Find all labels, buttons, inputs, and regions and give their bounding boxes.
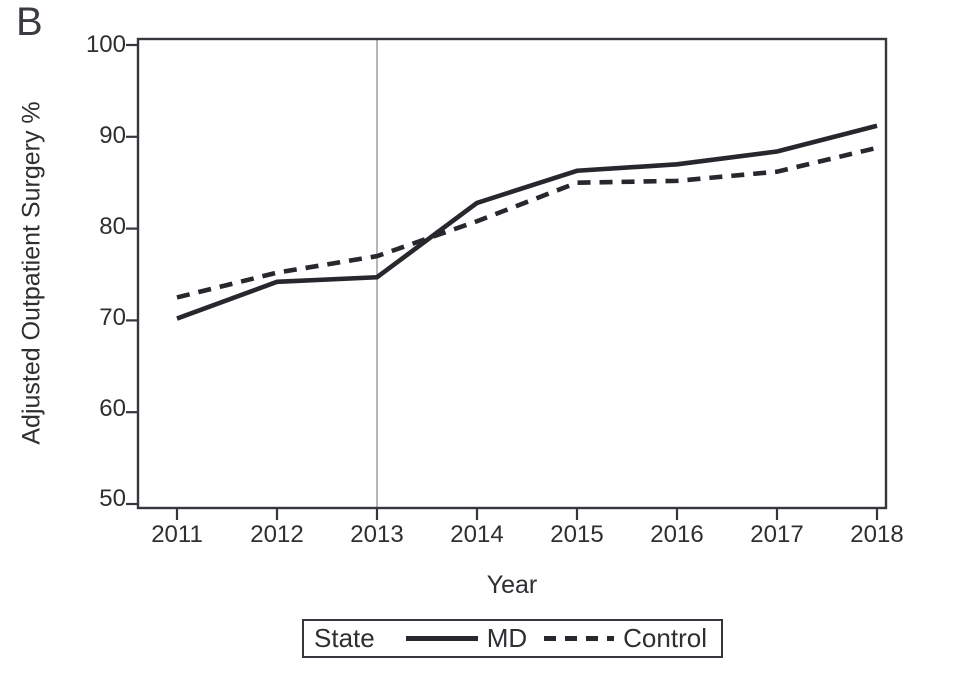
y-tick-label: 70 [99, 304, 126, 331]
series-line-control [176, 145, 878, 300]
y-tick-label: 100 [85, 31, 126, 58]
x-tick-label: 2015 [550, 521, 604, 548]
legend-label-control: Control [623, 623, 707, 653]
y-tick-label: 90 [99, 122, 126, 149]
series-line-md [176, 123, 878, 321]
x-tick-label: 2011 [151, 521, 203, 548]
x-tick-label: 2013 [350, 521, 404, 548]
y-tick-label: 80 [99, 213, 126, 240]
plot-frame [136, 37, 888, 510]
y-tick-label: 50 [99, 485, 126, 512]
dashed-line-swatch [544, 636, 615, 641]
x-tick-label: 2018 [850, 521, 904, 548]
x-tick-label: 2017 [750, 521, 804, 548]
panel-label: B [16, 0, 43, 44]
legend-title: State [314, 623, 375, 653]
legend: State MD Control [302, 619, 723, 658]
x-tick-label: 2012 [250, 521, 304, 548]
y-tick-label: 60 [99, 395, 126, 422]
legend-label-md: MD [486, 623, 528, 653]
x-tick-label: 2016 [650, 521, 704, 548]
y-axis-title: Adjusted Outpatient Surgery % [17, 101, 46, 445]
x-tick-label: 2014 [450, 521, 504, 548]
solid-line-swatch [405, 636, 478, 641]
x-axis-title: Year [486, 571, 538, 599]
